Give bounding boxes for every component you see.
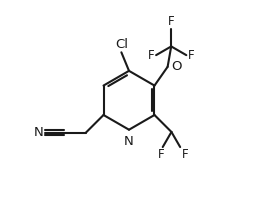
Text: O: O [171, 60, 181, 73]
Text: F: F [188, 49, 195, 62]
Text: F: F [182, 148, 189, 161]
Text: Cl: Cl [115, 37, 128, 51]
Text: F: F [168, 15, 174, 28]
Text: F: F [148, 49, 154, 62]
Text: F: F [158, 148, 165, 161]
Text: N: N [124, 135, 134, 148]
Text: N: N [34, 126, 44, 139]
